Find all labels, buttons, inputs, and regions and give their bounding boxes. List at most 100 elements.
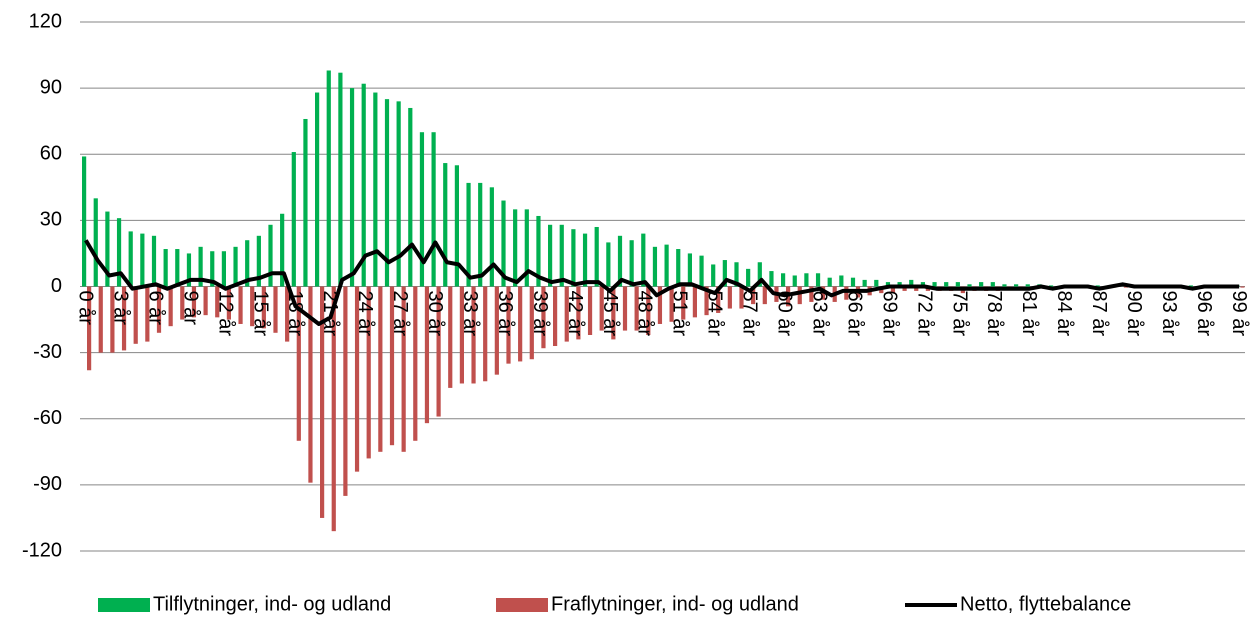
bar	[932, 282, 937, 287]
bar	[93, 198, 98, 287]
x-tick-label: 63 år	[808, 291, 830, 337]
legend-swatch	[98, 598, 150, 612]
bar	[722, 260, 727, 287]
bar	[384, 99, 390, 287]
x-tick-label: 72 år	[913, 291, 935, 337]
bar	[606, 242, 611, 287]
bar	[862, 279, 867, 287]
bar	[466, 182, 471, 287]
x-tick-label: 45 år	[599, 291, 621, 337]
bar	[536, 215, 541, 287]
bar	[354, 286, 360, 472]
bar	[524, 209, 529, 287]
bar	[268, 224, 273, 287]
bar	[448, 286, 453, 388]
bar	[145, 286, 150, 342]
bar	[238, 286, 243, 324]
bar	[203, 286, 208, 316]
bar	[687, 253, 692, 287]
bar	[443, 163, 448, 287]
bar	[541, 286, 546, 349]
bar	[175, 249, 180, 287]
bar	[168, 286, 173, 327]
y-tick-label: 120	[29, 10, 62, 32]
bar	[576, 286, 581, 340]
bar	[401, 286, 406, 452]
bar	[890, 286, 896, 294]
x-tick-label: 81 år	[1018, 291, 1040, 337]
bar	[681, 286, 686, 320]
bar	[431, 132, 436, 287]
bar	[792, 275, 797, 287]
bar	[897, 282, 902, 287]
x-tick-label: 54 år	[704, 291, 726, 337]
bar	[250, 286, 255, 327]
bar	[389, 286, 395, 446]
y-tick-label: -120	[22, 539, 62, 561]
bar	[920, 282, 925, 287]
bar	[955, 282, 960, 287]
bar	[180, 286, 185, 320]
bar	[629, 240, 634, 287]
bar	[483, 286, 488, 382]
bar	[1048, 285, 1054, 287]
y-tick-label: 60	[40, 143, 62, 165]
bar	[769, 271, 774, 287]
bar	[163, 249, 168, 287]
bar	[1025, 284, 1030, 287]
bar	[704, 286, 709, 316]
x-tick-label: 9 år	[179, 291, 201, 326]
bar	[140, 233, 145, 287]
x-tick-label: 90 år	[1123, 291, 1145, 337]
bar	[280, 213, 285, 287]
x-tick-label: 48 år	[634, 291, 656, 337]
bar	[459, 286, 464, 384]
bar	[529, 286, 534, 360]
y-tick-label: -90	[33, 473, 62, 495]
x-tick-label: 39 år	[529, 291, 551, 337]
bar	[245, 240, 250, 287]
bar	[436, 286, 441, 417]
y-tick-label: 30	[40, 209, 62, 231]
bar	[582, 233, 588, 287]
bar	[634, 286, 639, 331]
bar	[850, 277, 856, 287]
x-tick-label: 78 år	[983, 291, 1005, 337]
x-tick-label: 66 år	[843, 291, 865, 337]
x-tick-label: 12 år	[214, 291, 236, 337]
bar	[478, 182, 483, 287]
bar	[331, 286, 336, 532]
bar	[361, 83, 366, 287]
bar	[210, 251, 215, 287]
bar	[617, 235, 623, 287]
bar	[1095, 285, 1100, 287]
x-tick-label: 6 år	[144, 291, 166, 326]
bar	[285, 286, 290, 342]
bar	[1123, 286, 1129, 288]
bar	[751, 286, 756, 305]
bar	[746, 268, 751, 287]
bar	[338, 72, 343, 287]
bar	[87, 286, 92, 371]
bar	[110, 286, 115, 353]
bar	[646, 286, 651, 335]
legend-label: Tilflytninger, ind- og udland	[153, 593, 391, 615]
bar	[296, 286, 301, 441]
bar	[128, 231, 133, 287]
bar	[1188, 285, 1193, 287]
bar	[657, 286, 663, 324]
bar	[944, 282, 949, 287]
bar	[98, 286, 103, 353]
bar	[548, 224, 553, 287]
x-tick-label: 60 år	[774, 291, 796, 337]
bar	[349, 88, 355, 287]
bar	[641, 233, 646, 287]
bar	[513, 209, 518, 287]
bar	[233, 246, 238, 287]
bar	[198, 246, 203, 287]
bar	[226, 286, 231, 320]
x-tick-label: 57 år	[739, 291, 761, 337]
bar	[967, 284, 972, 287]
bar	[676, 249, 681, 287]
bar	[711, 264, 716, 287]
